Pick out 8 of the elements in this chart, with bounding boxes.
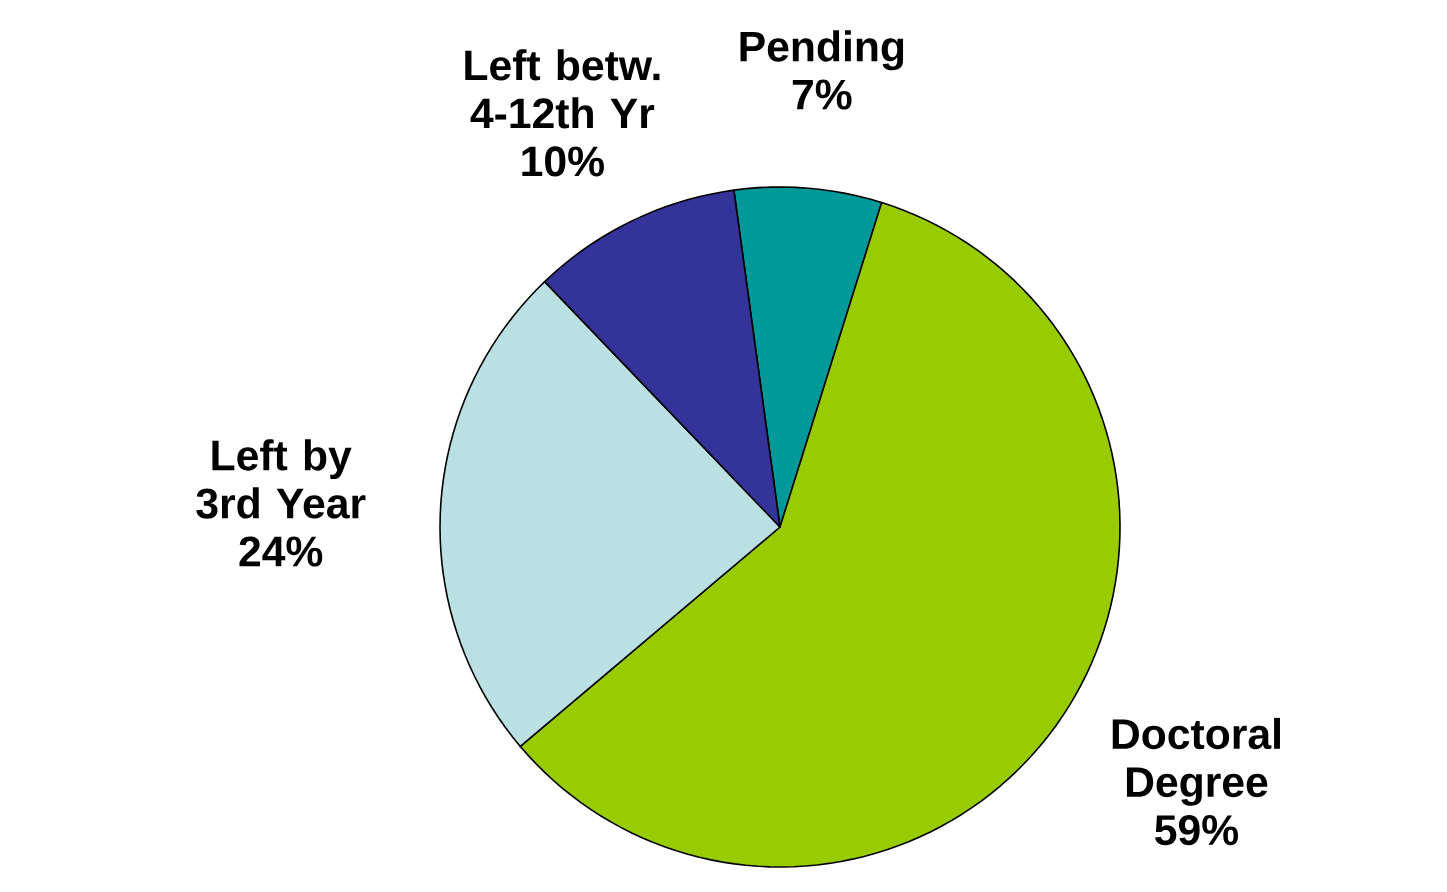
slice-label: Doctoral Degree xyxy=(1112,717,1280,806)
data-label: 10% xyxy=(522,146,604,177)
slice-label: Left by 3rd Year xyxy=(196,439,366,519)
slice-label: Left betw. 4-12th Yr xyxy=(465,49,660,129)
data-label: 24% xyxy=(239,536,323,567)
slice-label: Pending xyxy=(740,30,904,71)
data-label: 7% xyxy=(792,79,852,110)
data-label: 59% xyxy=(1155,815,1239,846)
